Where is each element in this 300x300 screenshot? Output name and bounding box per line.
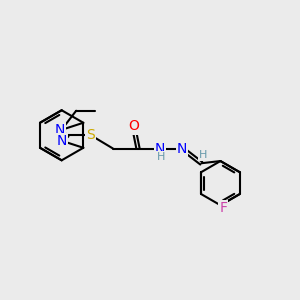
- Text: S: S: [86, 128, 95, 142]
- Text: O: O: [128, 119, 139, 134]
- Text: N: N: [55, 123, 65, 137]
- Text: N: N: [177, 142, 188, 155]
- Text: F: F: [219, 201, 227, 215]
- Text: H: H: [157, 152, 165, 162]
- Text: N: N: [155, 142, 165, 155]
- Text: N: N: [56, 134, 67, 148]
- Text: H: H: [199, 150, 207, 160]
